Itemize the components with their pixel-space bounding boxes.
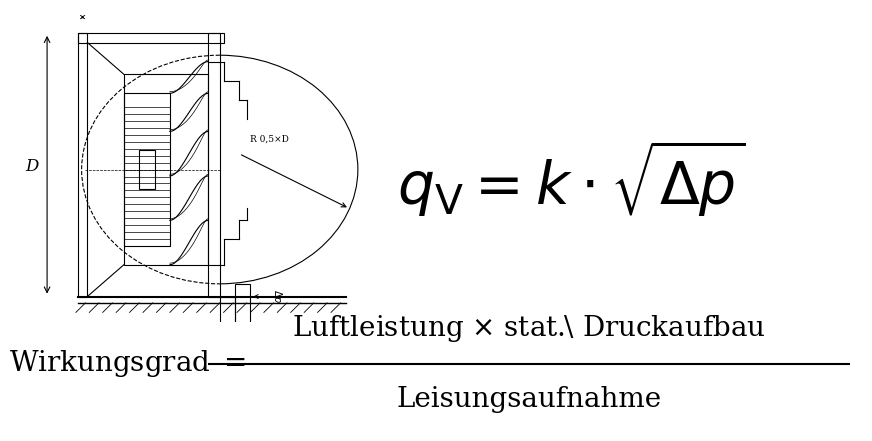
Text: $\Delta p$: $\Delta p$ xyxy=(269,289,283,304)
Text: D: D xyxy=(25,158,38,175)
Bar xyxy=(124,74,208,265)
Text: $q_{\mathrm{V}} = k \cdot \sqrt{\Delta p}$: $q_{\mathrm{V}} = k \cdot \sqrt{\Delta p… xyxy=(397,138,746,219)
Bar xyxy=(220,296,235,354)
Text: Luftleistung $\times$ stat.\ Druckaufbau: Luftleistung $\times$ stat.\ Druckaufbau xyxy=(292,313,766,344)
Bar xyxy=(208,33,220,296)
Text: R 0,5×D: R 0,5×D xyxy=(250,135,290,144)
Bar xyxy=(78,33,87,296)
Bar xyxy=(140,150,154,189)
Bar xyxy=(124,93,170,246)
Bar xyxy=(235,284,250,354)
Bar xyxy=(78,33,223,42)
Text: Leisungsaufnahme: Leisungsaufnahme xyxy=(397,385,662,413)
Text: Wirkungsgrad $=$: Wirkungsgrad $=$ xyxy=(9,348,246,379)
